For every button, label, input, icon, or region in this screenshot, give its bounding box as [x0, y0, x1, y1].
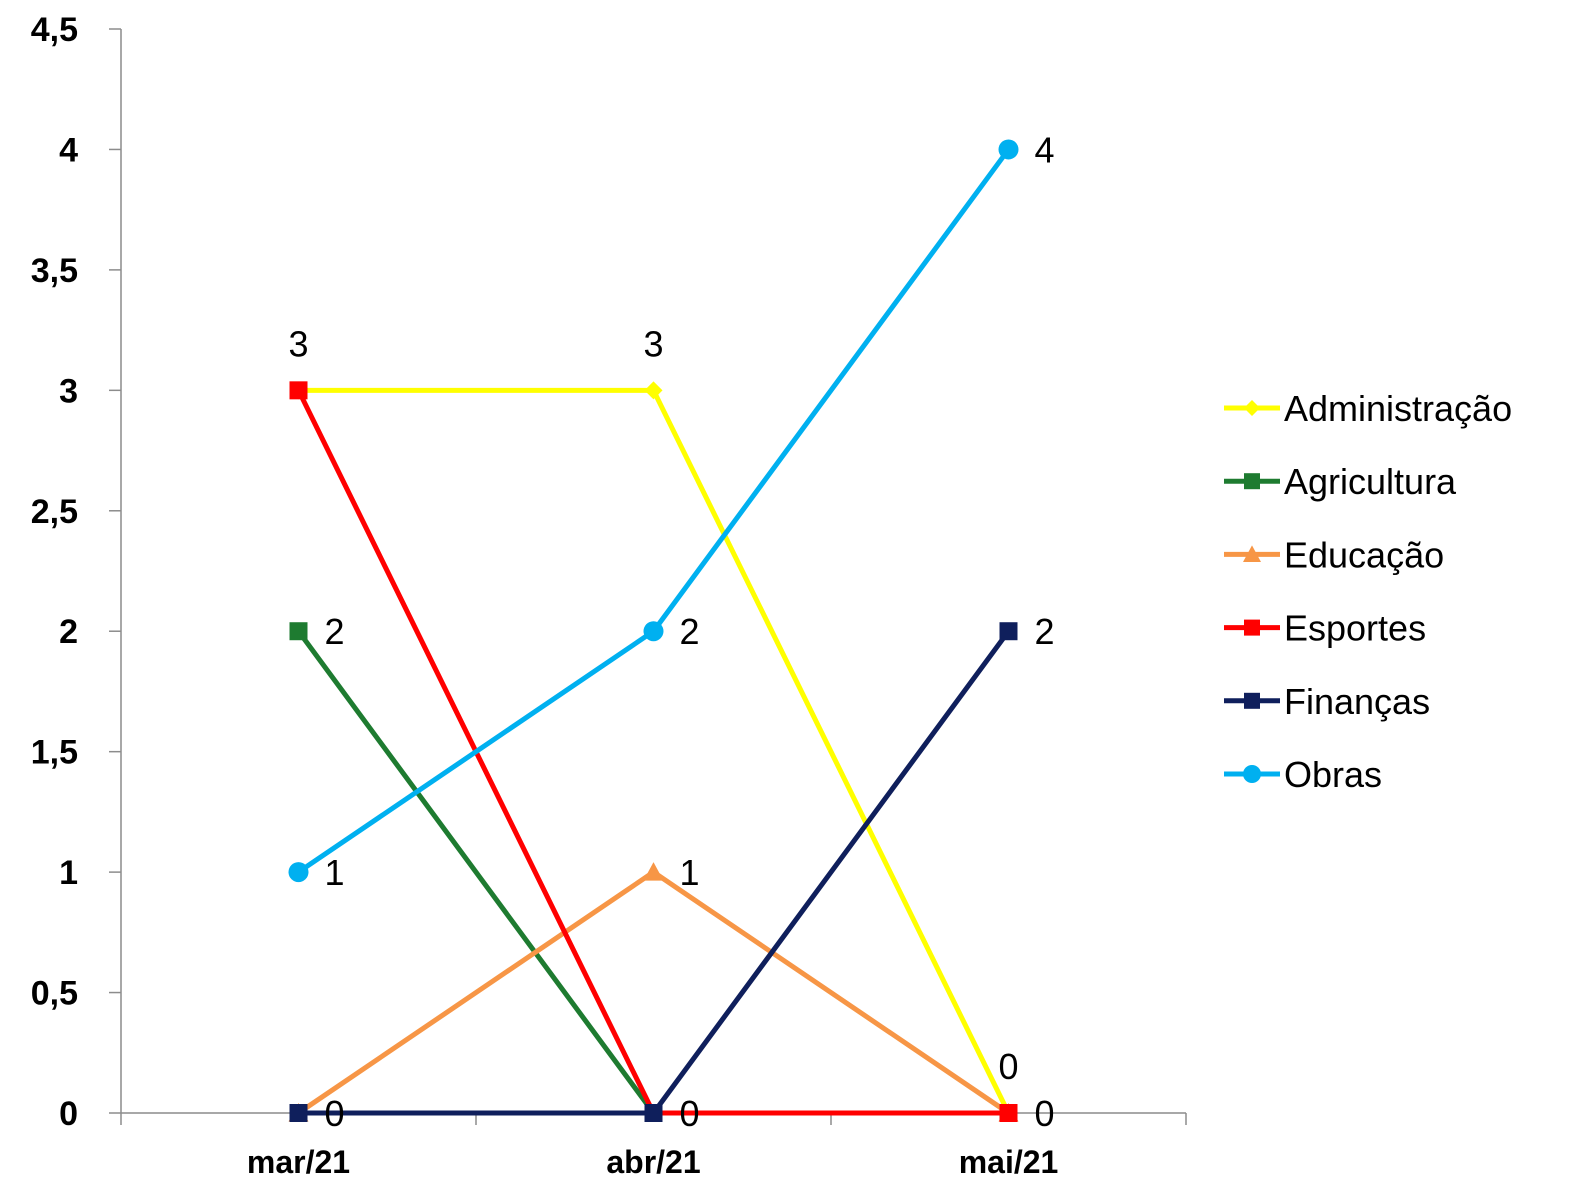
series-line-esportes: [296, 389, 1009, 1116]
series-line-administracao: [298, 387, 1011, 1115]
data-label: 1: [680, 852, 700, 893]
legend: Administração Agricultura Educação Esportes…: [1224, 388, 1512, 795]
series-marker-obras: [288, 862, 309, 883]
y-tick-label: 4,5: [31, 11, 78, 49]
x-tick-label: mai/21: [959, 1144, 1059, 1180]
data-label: 0: [1035, 1093, 1055, 1134]
legend-label-agricultura: Agricultura: [1284, 461, 1457, 502]
legend-marker-financas: [1244, 692, 1260, 709]
y-tick-label: 0,5: [31, 975, 78, 1013]
x-tick-label: abr/21: [606, 1144, 700, 1180]
legend-marker-administracao: [1244, 400, 1260, 416]
legend-label-obras: Obras: [1284, 754, 1382, 795]
data-label: 3: [643, 323, 663, 364]
series-marker-agricultura: [289, 622, 308, 641]
series-marker-financas: [999, 622, 1018, 641]
series-marker-esportes: [999, 1104, 1018, 1122]
legend-label-esportes: Esportes: [1284, 608, 1426, 649]
data-label: 2: [1035, 611, 1055, 652]
y-tick-label: 4: [59, 131, 78, 169]
chart-axes: 0 0,5 1 1,5 2 2,5 3 3,5 4 4,5 mar/21 abr/21 mai/21: [31, 11, 1187, 1180]
series-marker-administracao: [644, 381, 663, 400]
y-tick-label: 3: [59, 372, 78, 410]
legend-label-administracao: Administração: [1284, 388, 1512, 429]
series-marker-financas: [644, 1104, 663, 1122]
data-label: 0: [998, 1046, 1018, 1087]
y-tick-label: 3,5: [31, 252, 78, 290]
series-marker-esportes: [289, 381, 308, 400]
data-label: 2: [680, 611, 700, 652]
legend-marker-obras: [1243, 765, 1261, 783]
y-tick-label: 2,5: [31, 493, 78, 531]
series-markers: [288, 139, 1019, 1122]
data-label: 1: [325, 852, 345, 893]
series-line-educacao: [297, 869, 1010, 1116]
data-label: 0: [680, 1093, 700, 1134]
data-label: 3: [288, 323, 308, 364]
series-marker-obras: [643, 621, 664, 642]
y-tick-label: 2: [59, 613, 78, 651]
legend-label-educacao: Educação: [1284, 534, 1444, 575]
data-label: 4: [1035, 129, 1055, 170]
data-label: 2: [325, 611, 345, 652]
series-marker-obras: [998, 139, 1019, 160]
y-tick-label: 1,5: [31, 734, 78, 772]
x-tick-label: mar/21: [247, 1144, 350, 1180]
y-tick-label: 0: [59, 1095, 78, 1133]
series-line-obras: [297, 147, 1011, 875]
legend-label-financas: Finanças: [1284, 681, 1430, 722]
legend-marker-educacao: [1243, 545, 1261, 563]
legend-marker-agricultura: [1244, 473, 1260, 490]
data-label: 0: [325, 1093, 345, 1134]
series-marker-financas: [289, 1104, 308, 1122]
y-tick-label: 1: [59, 854, 78, 892]
series-marker-educacao: [643, 862, 664, 881]
legend-marker-esportes: [1244, 619, 1260, 636]
